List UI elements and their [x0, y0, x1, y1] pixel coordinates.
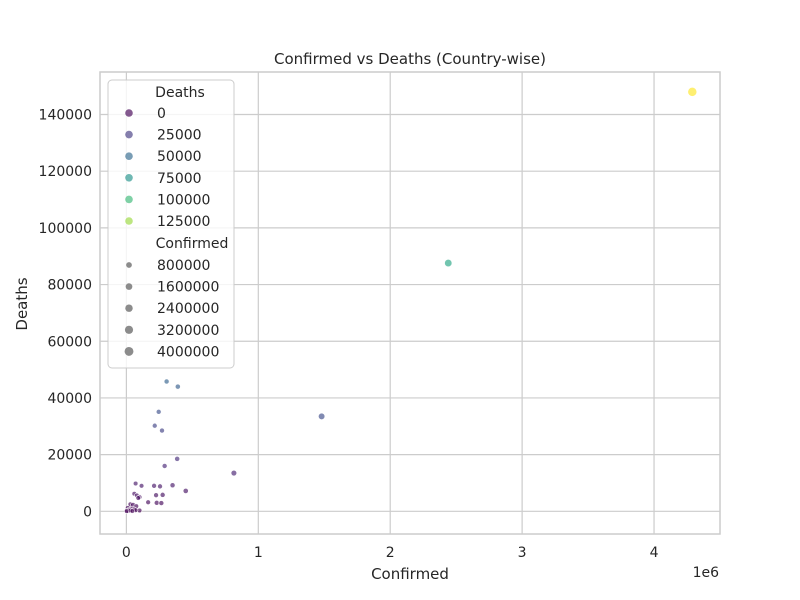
y-axis-label: Deaths	[13, 277, 31, 330]
y-tick-label: 0	[83, 504, 92, 520]
y-tick-label: 60000	[47, 334, 92, 350]
data-point	[151, 422, 158, 429]
legend-hue-label: 125000	[157, 214, 210, 230]
legend-hue-label: 25000	[157, 128, 202, 144]
data-point	[153, 500, 160, 506]
legend-hue-marker	[125, 195, 133, 204]
legend-hue-label: 50000	[157, 149, 202, 165]
data-point	[135, 495, 141, 501]
x-axis-offset-label: 1e6	[693, 565, 720, 581]
legend-hue-marker	[125, 109, 133, 117]
y-tick-label: 120000	[39, 164, 92, 180]
y-tick-label: 20000	[47, 448, 92, 464]
legend-hue-marker	[125, 152, 133, 160]
legend-size-marker	[124, 325, 134, 334]
data-point	[138, 483, 145, 489]
data-point	[687, 87, 698, 97]
data-point	[129, 508, 135, 514]
data-point	[318, 412, 326, 420]
legend-hue-title: Deaths	[155, 85, 205, 101]
data-point	[174, 383, 181, 390]
data-point	[153, 492, 159, 498]
y-tick-label: 140000	[39, 108, 92, 124]
chart-title: Confirmed vs Deaths (Country-wise)	[274, 50, 546, 68]
data-point	[159, 427, 165, 434]
legend-hue-marker	[125, 130, 133, 139]
data-point	[444, 258, 453, 268]
data-point	[161, 463, 168, 469]
data-point	[157, 483, 163, 490]
data-point	[155, 409, 162, 415]
legend-hue-marker	[125, 217, 133, 225]
x-tick-label: 0	[122, 545, 131, 561]
y-tick-label: 40000	[47, 391, 92, 407]
data-point	[159, 492, 166, 498]
data-point	[182, 487, 189, 494]
legend-hue-label: 0	[157, 106, 166, 122]
legend-hue-marker	[125, 174, 133, 182]
x-tick-label: 3	[518, 545, 527, 561]
data-point	[145, 499, 151, 505]
legend-size-marker	[125, 283, 133, 290]
legend-size-marker	[124, 346, 134, 356]
data-point	[163, 378, 170, 385]
data-point	[169, 482, 176, 489]
legend-size-title: Confirmed	[156, 236, 229, 252]
y-tick-label: 80000	[47, 278, 92, 294]
legend-hue-label: 75000	[157, 171, 202, 187]
legend-size-label: 1600000	[157, 280, 219, 296]
data-point	[132, 480, 139, 487]
x-axis-label: Confirmed	[371, 565, 449, 583]
data-point	[151, 483, 157, 489]
x-tick-label: 2	[386, 545, 395, 561]
data-point	[230, 469, 238, 477]
legend-size-marker	[126, 262, 132, 268]
axes-frame	[99, 71, 721, 535]
legend-size-label: 3200000	[157, 323, 219, 339]
legend-size-label: 2400000	[157, 301, 219, 317]
data-point	[174, 455, 181, 462]
legend-size-label: 800000	[157, 258, 210, 274]
y-tick-label: 100000	[39, 221, 92, 237]
data-point	[158, 500, 165, 506]
legend-size-label: 4000000	[157, 344, 219, 360]
legend-size-marker	[125, 304, 133, 312]
x-tick-label: 4	[650, 545, 659, 561]
legend-hue-label: 100000	[157, 192, 210, 208]
legend: Deaths 0 25000 50000 75000 100000 125000 Confir…	[107, 79, 235, 369]
legend-box	[107, 79, 235, 369]
x-tick-label: 1	[254, 545, 263, 561]
